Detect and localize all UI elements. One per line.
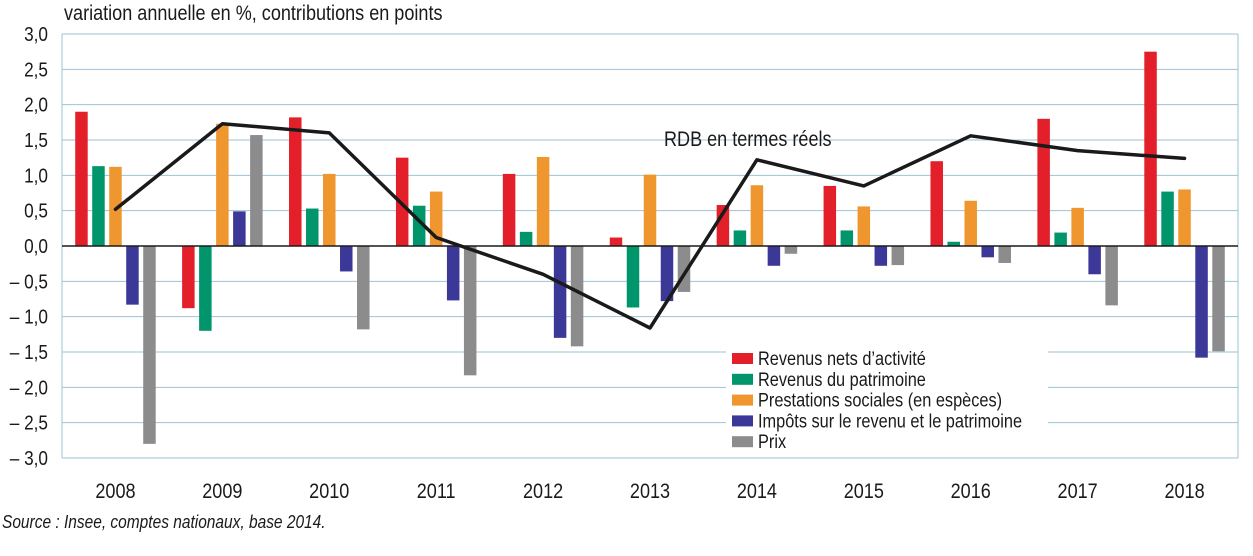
bar <box>519 231 533 246</box>
y-tick-label: 1,5 <box>24 129 48 152</box>
y-tick-label: – 3,0 <box>10 447 48 470</box>
bar <box>1161 191 1174 246</box>
bar <box>947 241 960 246</box>
source-prefix: Source <box>2 512 52 532</box>
bar <box>643 174 657 246</box>
y-tick-label: 2,5 <box>24 58 48 81</box>
bar <box>323 173 336 246</box>
y-tick-label: 0,0 <box>24 235 48 258</box>
legend-label: Prix <box>758 431 786 452</box>
bar <box>857 206 871 246</box>
bar <box>126 246 139 305</box>
x-tick-label: 2016 <box>951 480 991 504</box>
bar <box>143 246 156 444</box>
bar-series <box>75 51 1225 444</box>
bar <box>289 117 302 247</box>
legend-background <box>726 346 1048 456</box>
bar <box>109 166 122 246</box>
bar <box>357 246 370 330</box>
bar <box>1037 118 1050 246</box>
bar <box>1212 246 1225 352</box>
bar <box>1144 51 1157 246</box>
bar <box>1071 207 1084 246</box>
bar <box>463 246 477 376</box>
legend-label: Revenus nets d’activité <box>758 348 926 369</box>
legend-swatch <box>732 353 753 364</box>
x-tick-label: 2018 <box>1164 480 1204 504</box>
x-tick-label: 2009 <box>202 480 242 504</box>
bar <box>340 246 353 272</box>
bar <box>182 246 195 309</box>
x-tick-label: 2014 <box>737 480 777 504</box>
bar <box>570 246 584 347</box>
bar <box>536 156 550 246</box>
bar <box>216 123 229 246</box>
bar <box>891 246 905 266</box>
x-tick-label: 2013 <box>630 480 670 504</box>
y-tick-label: 1,0 <box>24 164 48 187</box>
bar <box>250 135 263 246</box>
bar <box>446 246 460 301</box>
x-tick-label: 2012 <box>523 480 563 504</box>
x-tick-label: 2008 <box>95 480 135 504</box>
bar <box>609 237 623 246</box>
y-tick-label: – 2,5 <box>10 411 48 434</box>
y-axis: 3,0 2,5 2,0 1,5 1,0 0,5 0,0 – 0,5 – 1,0 – 1,5 – 2,… <box>10 23 48 470</box>
y-tick-label: – 0,5 <box>10 270 48 293</box>
x-tick-label: 2010 <box>309 480 349 504</box>
y-tick-label: 2,0 <box>24 93 48 116</box>
source-text: : Insee, comptes nationaux, base 2014. <box>51 512 326 532</box>
source-note: Source : Insee, comptes nationaux, base … <box>2 512 326 533</box>
bar <box>1054 232 1067 246</box>
rdb-line <box>113 121 1187 330</box>
legend-swatch <box>732 436 753 448</box>
bar <box>233 211 246 246</box>
bar <box>733 230 747 246</box>
bar <box>823 185 837 246</box>
y-tick-label: – 1,5 <box>10 341 48 364</box>
legend-swatch <box>732 394 753 406</box>
bar <box>840 230 854 246</box>
bar <box>660 246 674 302</box>
bar <box>199 246 212 331</box>
x-axis: 2008 2009 2010 2011 2012 2013 2014 2015 2016 2017… <box>95 480 1204 504</box>
x-tick-label: 2011 <box>417 480 456 504</box>
y-tick-label: 3,0 <box>24 23 48 46</box>
legend-swatch <box>732 415 753 427</box>
legend-label: Revenus du patrimoine <box>758 369 926 390</box>
legend-label: Impôts sur le revenu et le patrimoine <box>758 410 1022 431</box>
bar <box>750 185 764 246</box>
y-tick-label: 0,5 <box>24 199 48 222</box>
bar <box>75 111 88 246</box>
bar <box>92 166 105 246</box>
bar <box>998 246 1011 263</box>
x-tick-label: 2015 <box>844 480 884 504</box>
legend-label: Prestations sociales (en espèces) <box>758 389 1002 410</box>
bar <box>1195 246 1208 358</box>
bar <box>1088 246 1101 275</box>
legend-swatch <box>732 373 753 385</box>
rdb-line-label: RDB en termes réels <box>664 128 832 152</box>
y-tick-label: – 2,0 <box>10 376 48 399</box>
bar <box>553 246 567 338</box>
bar <box>930 161 943 246</box>
x-tick-label: 2017 <box>1058 480 1098 504</box>
bar <box>767 246 781 266</box>
chart-title: variation annuelle en %, contributions e… <box>64 2 443 25</box>
rdb-line-series: RDB en termes réels <box>113 121 1187 330</box>
bar <box>784 246 798 254</box>
bar <box>874 246 888 266</box>
bar <box>981 246 994 258</box>
bar <box>964 200 977 246</box>
bar <box>1105 246 1118 306</box>
bar <box>626 246 640 308</box>
bar <box>1178 189 1191 246</box>
bar <box>306 208 319 246</box>
y-tick-label: – 1,0 <box>10 305 48 328</box>
bar <box>502 173 516 246</box>
